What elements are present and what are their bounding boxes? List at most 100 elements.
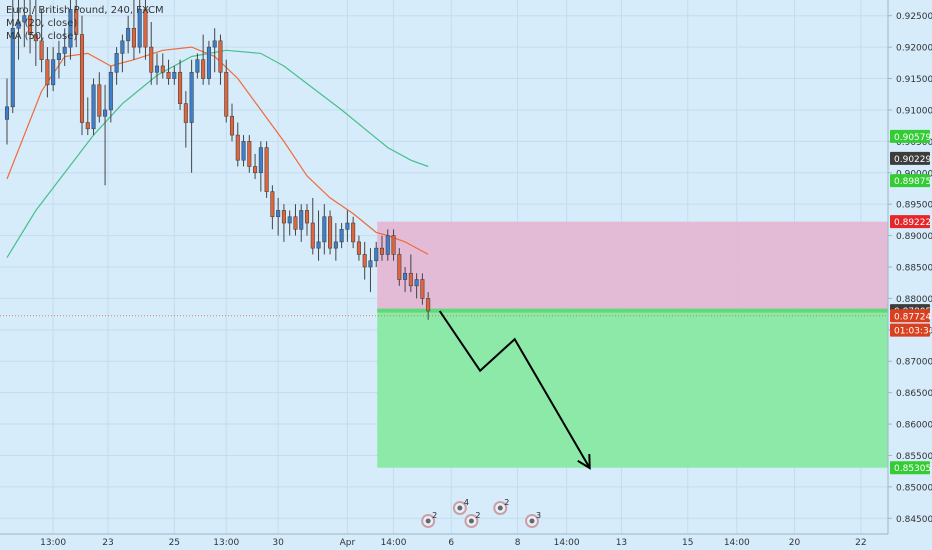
candle-body[interactable] — [258, 147, 263, 174]
candle-body[interactable] — [293, 216, 298, 230]
candle[interactable] — [206, 40, 211, 85]
candle-body[interactable] — [403, 272, 408, 280]
event-marker[interactable]: 2 — [421, 511, 437, 528]
candle-body[interactable] — [316, 241, 321, 249]
candle[interactable] — [68, 0, 73, 60]
candle-body[interactable] — [103, 109, 108, 117]
candle[interactable] — [4, 78, 10, 145]
candle-body[interactable] — [206, 46, 211, 79]
candle[interactable] — [85, 97, 90, 136]
candle-body[interactable] — [212, 40, 217, 48]
candle-body[interactable] — [166, 71, 171, 79]
candle[interactable] — [397, 248, 402, 286]
candle[interactable] — [316, 210, 321, 261]
candle[interactable] — [51, 47, 56, 92]
candle-body[interactable] — [345, 222, 350, 230]
candle[interactable] — [201, 34, 206, 85]
candle[interactable] — [143, 0, 148, 60]
event-marker[interactable]: 2 — [464, 511, 481, 528]
candle[interactable] — [426, 292, 431, 320]
event-marker[interactable]: 2 — [493, 498, 509, 515]
candle-body[interactable] — [189, 71, 194, 123]
candle[interactable] — [374, 241, 379, 267]
candle[interactable] — [218, 34, 223, 85]
candle[interactable] — [322, 204, 327, 255]
candle[interactable] — [247, 135, 252, 173]
candle[interactable] — [160, 53, 165, 79]
candle[interactable] — [328, 210, 333, 255]
candle[interactable] — [420, 273, 425, 305]
candle[interactable] — [362, 241, 367, 280]
candle-body[interactable] — [241, 141, 246, 161]
candle-body[interactable] — [45, 59, 50, 86]
candle[interactable] — [391, 229, 396, 261]
candle-body[interactable] — [183, 103, 188, 123]
candle[interactable] — [408, 254, 413, 293]
candle-body[interactable] — [270, 191, 275, 218]
candle-body[interactable] — [4, 106, 10, 120]
candle-body[interactable] — [299, 210, 304, 230]
candle-body[interactable] — [304, 210, 310, 224]
candle-body[interactable] — [253, 166, 258, 174]
candle-body[interactable] — [79, 34, 85, 123]
candle-body[interactable] — [131, 27, 136, 48]
candle[interactable] — [368, 248, 373, 293]
candle[interactable] — [91, 78, 96, 136]
candle[interactable] — [126, 15, 131, 54]
candle[interactable] — [310, 197, 315, 255]
candle[interactable] — [304, 204, 310, 236]
candle[interactable] — [10, 0, 15, 114]
candle-body[interactable] — [195, 59, 200, 73]
candle-body[interactable] — [33, 34, 38, 42]
candle[interactable] — [33, 0, 38, 66]
candle[interactable] — [166, 59, 171, 85]
candle[interactable] — [120, 34, 125, 73]
candle-body[interactable] — [154, 65, 160, 73]
candle-body[interactable] — [420, 279, 425, 299]
candle-body[interactable] — [143, 9, 148, 48]
candle[interactable] — [235, 122, 240, 167]
candle[interactable] — [253, 153, 258, 180]
candle-body[interactable] — [22, 15, 27, 23]
candle-body[interactable] — [160, 65, 165, 73]
candle[interactable] — [229, 103, 235, 142]
candle[interactable] — [22, 0, 27, 48]
candle[interactable] — [403, 267, 408, 293]
candle-body[interactable] — [391, 235, 396, 255]
candle-body[interactable] — [333, 241, 338, 249]
candle[interactable] — [351, 216, 356, 249]
candle[interactable] — [356, 235, 361, 261]
candle-body[interactable] — [120, 40, 125, 54]
candle[interactable] — [414, 273, 419, 299]
chart-legend[interactable]: Euro / British Pound, 240, FXCM MA (20, … — [6, 4, 164, 43]
candle-body[interactable] — [16, 21, 21, 29]
event-marker[interactable]: 3 — [525, 511, 541, 528]
candle-body[interactable] — [85, 122, 90, 130]
candle-body[interactable] — [28, 15, 33, 35]
candle[interactable] — [276, 197, 281, 236]
candle-body[interactable] — [224, 71, 229, 117]
candle[interactable] — [74, 0, 79, 48]
candle[interactable] — [299, 204, 304, 242]
candle-body[interactable] — [97, 84, 102, 117]
candle[interactable] — [79, 15, 85, 136]
candle-body[interactable] — [385, 235, 390, 255]
candle-body[interactable] — [91, 84, 96, 130]
candle[interactable] — [258, 141, 263, 192]
candle[interactable] — [241, 135, 246, 167]
candle-body[interactable] — [339, 229, 344, 243]
candle-body[interactable] — [74, 9, 79, 35]
candle[interactable] — [281, 204, 286, 242]
candles[interactable] — [4, 0, 431, 320]
candle-body[interactable] — [178, 71, 183, 104]
candle[interactable] — [293, 204, 298, 236]
candle-body[interactable] — [56, 53, 61, 60]
candle[interactable] — [287, 210, 292, 236]
candle-body[interactable] — [426, 298, 431, 312]
candle-body[interactable] — [201, 59, 206, 79]
candle[interactable] — [108, 65, 113, 123]
candle[interactable] — [114, 47, 119, 85]
candle-body[interactable] — [172, 71, 177, 79]
